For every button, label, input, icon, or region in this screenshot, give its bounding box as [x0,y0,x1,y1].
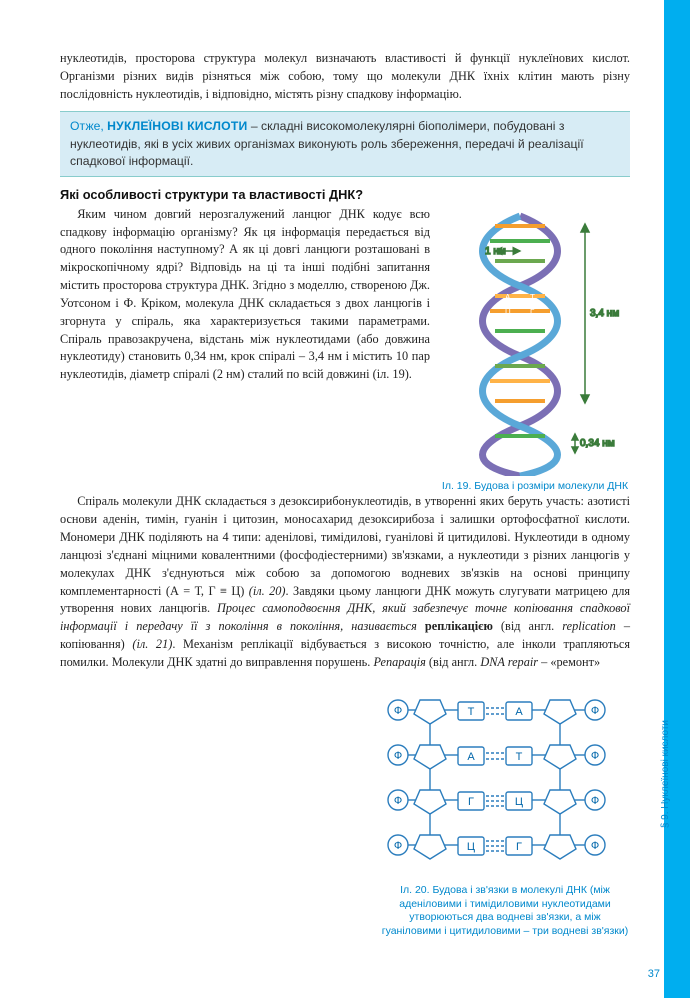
svg-text:Ц: Ц [505,308,511,317]
figure-19: 1 нм 3,4 нм 0,34 нм А Т Ц Г [440,206,630,494]
svg-text:Ф: Ф [591,840,599,852]
p3g: replication [562,619,616,633]
svg-text:А: А [467,751,475,763]
callout-term: НУКЛЕЇНОВІ КИСЛОТИ [107,119,247,133]
svg-text:Ф: Ф [591,705,599,717]
svg-text:Т: Т [516,751,523,763]
p3l: (від англ. [426,655,480,669]
p3n: – «ремонт» [538,655,600,669]
page-number: 37 [648,968,660,980]
svg-text:Ф: Ф [591,750,599,762]
svg-text:Ф: Ф [591,795,599,807]
label-34nm: 3,4 нм [590,308,619,319]
callout-lead: Отже, [70,119,107,133]
row-para3: Спіраль молекули ДНК складається з дезок… [60,493,630,671]
svg-text:Ф: Ф [394,750,402,762]
svg-text:Ц: Ц [467,841,475,853]
paragraph-3: Спіраль молекули ДНК складається з дезок… [60,493,630,671]
p3m: DNA repair [480,655,538,669]
svg-text:Т: Т [468,706,475,718]
svg-text:А: А [505,293,511,302]
svg-text:Ц: Ц [515,796,523,808]
p3k: Репарація [373,655,425,669]
intro-paragraph: нуклеотидів, просторова структура молеку… [60,50,630,103]
svg-text:Т: Т [530,293,535,302]
svg-text:Г: Г [530,308,535,317]
svg-text:Г: Г [516,841,522,853]
p3f: (від англ. [493,619,562,633]
caption-fig20: Іл. 20. Будова і зв'язки в молекулі ДНК … [380,884,630,939]
p3b: (іл. 20) [249,584,286,598]
paragraph-2: Яким чином довгий нерозгалужений ланцюг … [60,206,430,384]
svg-text:Ф: Ф [394,795,402,807]
svg-text:Ф: Ф [394,705,402,717]
label-034nm: 0,34 нм [580,438,615,449]
nucleotide-diagram-svg: Ф Т А Ф Ф А Т [380,680,630,880]
definition-callout: Отже, НУКЛЕЇНОВІ КИСЛОТИ – складні висок… [60,111,630,176]
svg-text:А: А [515,706,523,718]
p3a: Спіраль молекули ДНК складається з дезок… [60,494,630,597]
figure-20: Ф Т А Ф Ф А Т [380,680,630,939]
section-heading: Які особливості структури та властивості… [60,187,630,202]
row-para-fig19: Яким чином довгий нерозгалужений ланцюг … [60,206,630,494]
page-content: нуклеотидів, просторова структура молеку… [0,0,690,702]
svg-text:Г: Г [468,796,474,808]
p3i: (іл. 21) [132,637,172,651]
svg-text:Ф: Ф [394,840,402,852]
caption-fig19: Іл. 19. Будова і розміри молекули ДНК [440,480,630,494]
section-side-label: § 9. Нуклеїнові кислоти [660,720,671,828]
col-para2: Яким чином довгий нерозгалужений ланцюг … [60,206,430,494]
label-1nm: 1 нм [485,246,506,257]
p3e: реплікацією [425,619,493,633]
dna-helix-svg: 1 нм 3,4 нм 0,34 нм А Т Ц Г [440,206,630,476]
